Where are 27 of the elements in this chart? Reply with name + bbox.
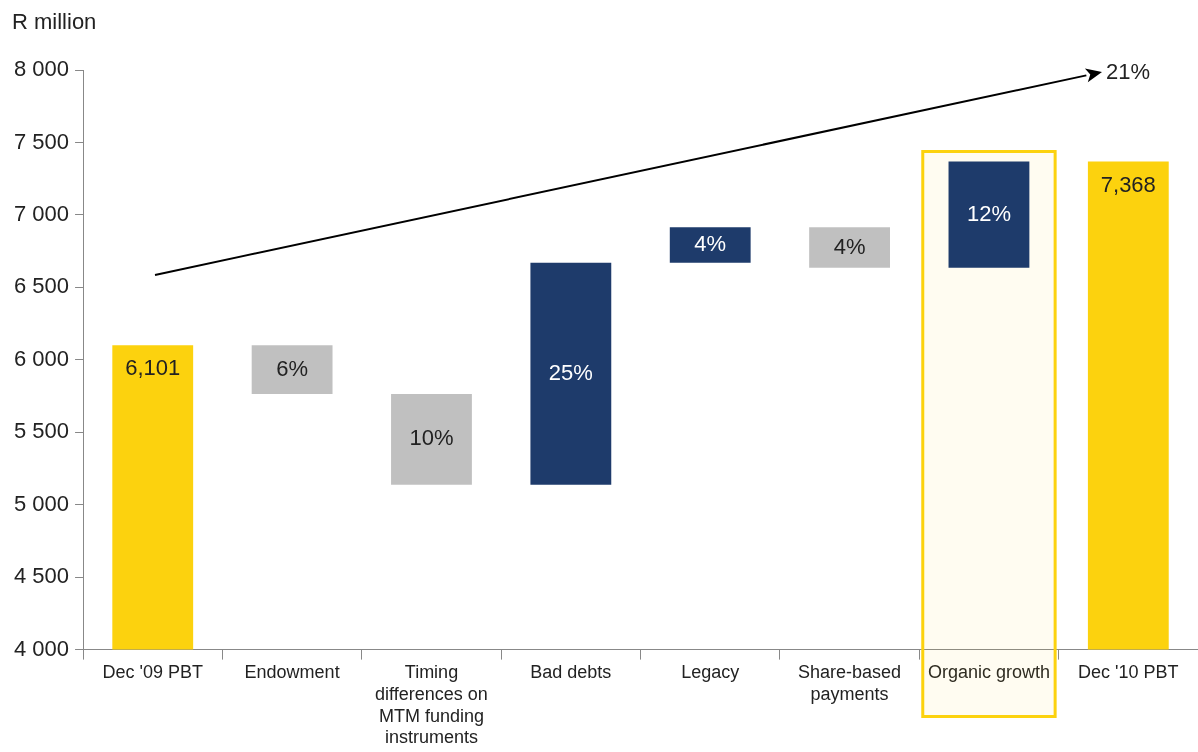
y-tick-label: 7 500 bbox=[13, 128, 70, 154]
x-tick-label: Share-based payments bbox=[798, 662, 902, 704]
x-tick-label: Dec '10 PBT bbox=[1078, 662, 1179, 683]
annotation: 25% bbox=[548, 359, 593, 385]
y-tick-label: 8 000 bbox=[13, 56, 70, 82]
annotation: 21% bbox=[1106, 59, 1151, 85]
y-tick-label: 5 000 bbox=[13, 490, 70, 516]
annotation: 12% bbox=[966, 200, 1011, 226]
y-tick-label: 5 500 bbox=[13, 418, 70, 444]
annotation: 4% bbox=[833, 233, 866, 259]
x-tick-label: Timing differences on MTM funding instruments bbox=[375, 662, 488, 748]
data-label: 6,101 bbox=[125, 355, 181, 381]
y-tick-label: 4 500 bbox=[13, 563, 70, 589]
annotation: 10% bbox=[409, 425, 454, 451]
data-label: 7,368 bbox=[1100, 171, 1156, 197]
y-tick-label: 4 000 bbox=[13, 635, 70, 661]
y-tick-label: 6 000 bbox=[13, 345, 70, 371]
x-tick-label: Organic growth bbox=[927, 662, 1050, 683]
annotation: 4% bbox=[694, 231, 727, 257]
x-tick-label: Endowment bbox=[244, 662, 340, 683]
x-tick-label: Dec '09 PBT bbox=[102, 662, 203, 683]
y-tick-label: 7 000 bbox=[13, 200, 70, 226]
annotation: 6% bbox=[276, 355, 308, 381]
x-tick-label: Legacy bbox=[681, 662, 740, 683]
y-tick-label: 6 500 bbox=[13, 273, 70, 299]
x-tick-label: Bad debts bbox=[530, 662, 612, 683]
y-axis-title: R million bbox=[12, 9, 97, 35]
